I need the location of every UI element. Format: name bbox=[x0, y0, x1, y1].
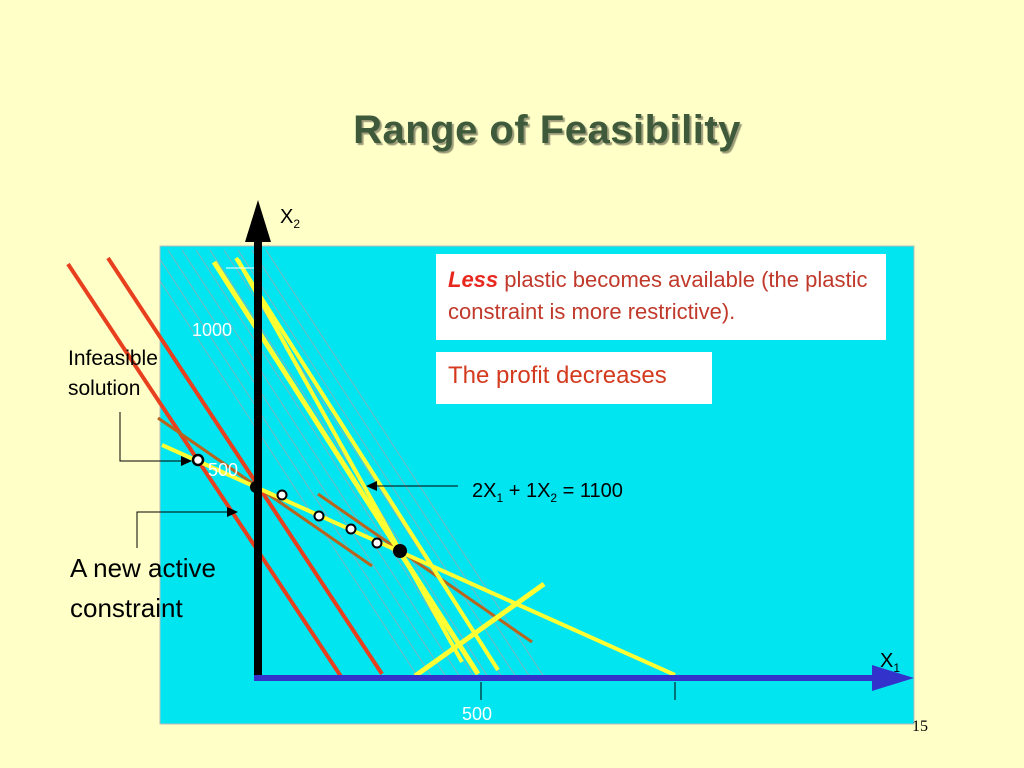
new-active-constraint-label: A new active constraint bbox=[70, 548, 250, 628]
eq-term1: 2X bbox=[472, 480, 497, 502]
x-tick-label-500: 500 bbox=[462, 704, 493, 724]
profit-point-2 bbox=[313, 510, 325, 522]
profit-point-1 bbox=[276, 489, 288, 501]
red-constraint-line-2 bbox=[106, 256, 384, 676]
yellow-constraint-line-steep-2 bbox=[234, 256, 500, 672]
infeasible-label-line1: Infeasible bbox=[68, 347, 158, 370]
eq-term2: + 1X bbox=[503, 480, 551, 502]
yellow-constraint-line-short bbox=[413, 581, 546, 679]
constraint-equation: 2X1 + 1X2 = 1100 bbox=[472, 480, 623, 505]
eq-sub1: 1 bbox=[496, 491, 504, 505]
yellow-constraint-line-plastic bbox=[236, 259, 464, 663]
y-tick-label-500: 500 bbox=[208, 460, 239, 480]
y-tick-label-1000: 1000 bbox=[192, 320, 233, 340]
profit-point-3 bbox=[345, 523, 357, 535]
infeasible-leader-arrowhead bbox=[181, 456, 192, 466]
x-axis-arrowhead bbox=[872, 665, 914, 691]
equation-leader-arrowhead bbox=[366, 481, 377, 491]
vertex-point-axis bbox=[250, 481, 262, 493]
slide-title: Range of Feasibility bbox=[353, 108, 741, 152]
y-axis-label: X2 bbox=[280, 206, 300, 231]
y-axis-label-sub: 2 bbox=[293, 217, 301, 231]
red-constraint-line-1 bbox=[66, 262, 344, 680]
yellow-constraint-line-shallow bbox=[161, 443, 676, 677]
x-axis-label-sub: 1 bbox=[893, 661, 901, 675]
eq-term3: = 1100 bbox=[557, 480, 623, 502]
profit-point-4 bbox=[371, 537, 383, 549]
plastic-callout-text: plastic becomes available (the plastic c… bbox=[448, 267, 868, 324]
new-active-leader-arrowhead bbox=[227, 507, 238, 517]
optimal-point bbox=[393, 544, 407, 558]
profit-callout: The profit decreases bbox=[436, 352, 712, 404]
plastic-callout: Less plastic becomes available (the plas… bbox=[436, 254, 886, 340]
page-number: 15 bbox=[912, 718, 928, 735]
infeasible-point bbox=[191, 453, 205, 467]
x-axis-label-base: X bbox=[880, 650, 894, 672]
infeasible-solution-label: Infeasible solution bbox=[68, 344, 188, 404]
new-active-leader-line bbox=[136, 511, 230, 548]
eq-sub2: 2 bbox=[550, 491, 558, 505]
infeasible-label-line2: solution bbox=[68, 377, 141, 400]
new-active-label-line2: constraint bbox=[70, 593, 183, 623]
y-axis-arrowhead bbox=[245, 200, 271, 242]
infeasible-leader-line bbox=[119, 412, 184, 462]
less-emphasis: Less bbox=[448, 267, 499, 292]
x-axis-label: X1 bbox=[880, 650, 900, 675]
y-axis-label-base: X bbox=[280, 206, 294, 228]
new-active-label-line1: A new active bbox=[70, 553, 216, 583]
